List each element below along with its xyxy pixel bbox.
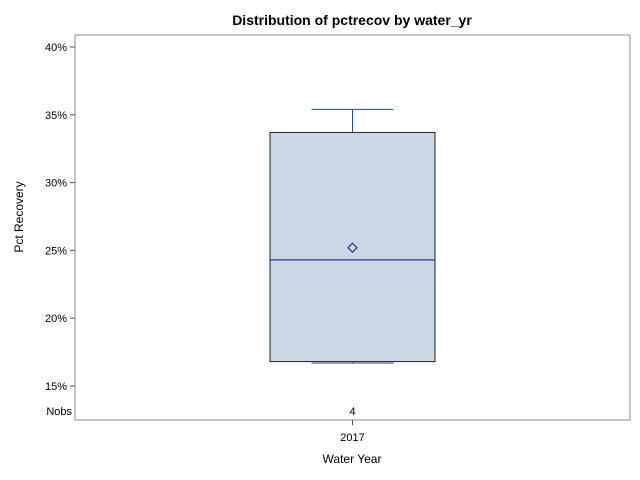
y-tick-label-15: 15% xyxy=(45,381,67,393)
boxes-group: 4 xyxy=(269,108,436,418)
box-2017: 4 xyxy=(269,108,436,418)
chart-title: Distribution of pctrecov by water_yr xyxy=(232,12,472,28)
x-tick-label-2017: 2017 xyxy=(340,432,364,444)
iqr-box xyxy=(269,131,436,363)
y-tick-label-40: 40% xyxy=(45,42,67,54)
y-tick-label-30: 30% xyxy=(45,178,67,190)
x-axis-label: Water Year xyxy=(323,452,382,466)
y-tick-label-35: 35% xyxy=(45,110,67,122)
y-tick-label-20: 20% xyxy=(45,313,67,325)
x-axis: 2017 xyxy=(340,420,365,444)
nobs-label: Nobs xyxy=(46,406,72,418)
mean-marker xyxy=(347,242,358,254)
y-tick-label-25: 25% xyxy=(45,245,67,257)
y-axis-label: Pct Recovery xyxy=(12,181,26,252)
nobs-value: 4 xyxy=(349,406,355,418)
y-axis: 15% 20% 25% 30% 35% 40% xyxy=(45,42,75,393)
